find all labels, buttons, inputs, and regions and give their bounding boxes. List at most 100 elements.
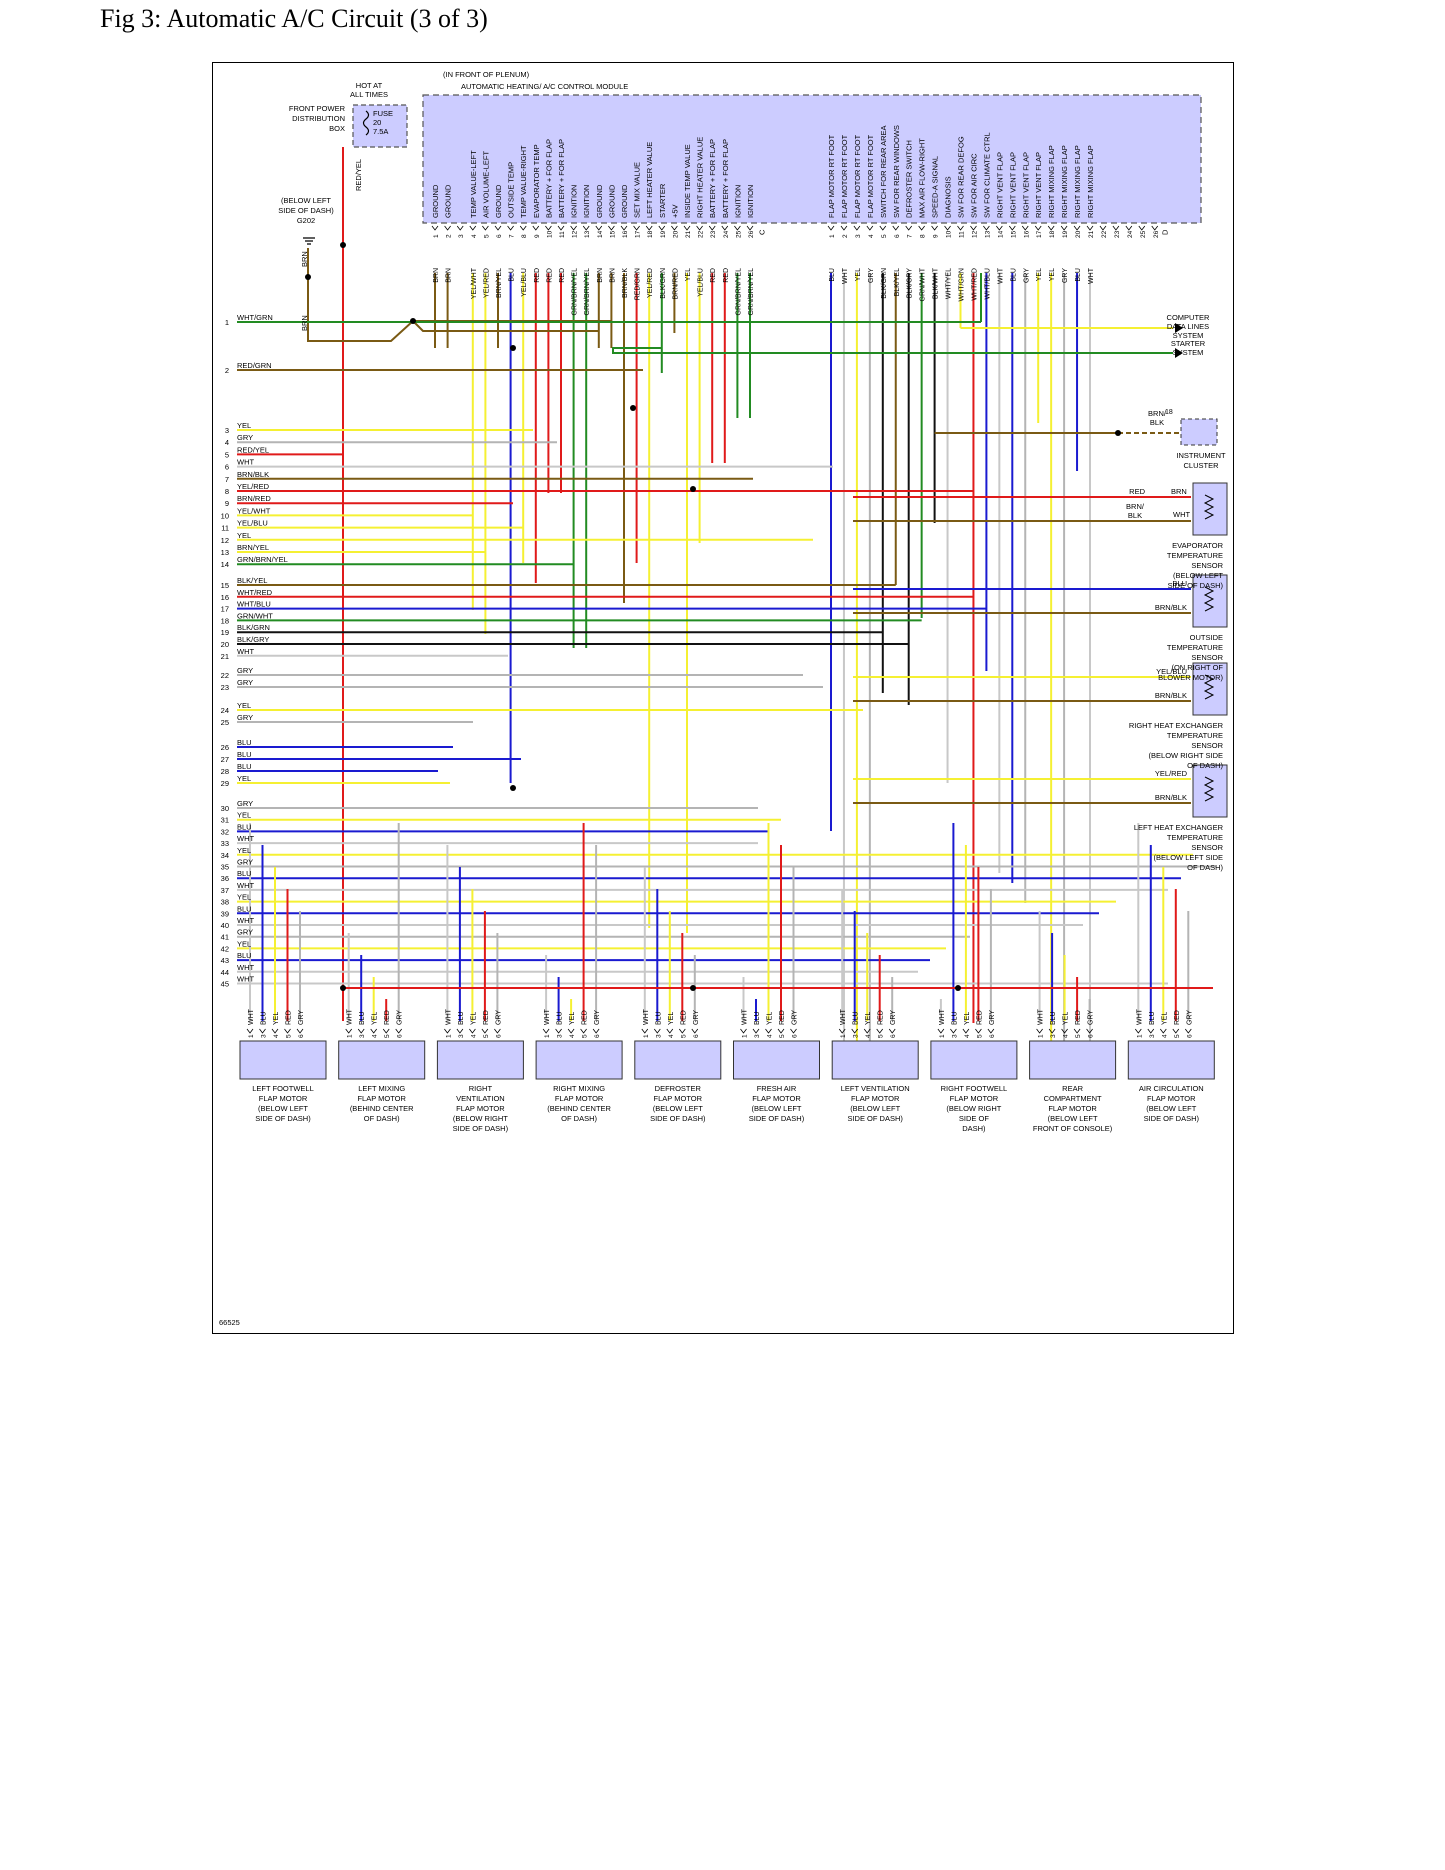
left-wire-color: GRY bbox=[237, 433, 253, 442]
pin-a-wire: BRN/BLK bbox=[622, 268, 629, 298]
ground-wire-bottom: BRN bbox=[300, 315, 309, 331]
flap-motor-box bbox=[436, 1040, 524, 1080]
pin-c-function: RIGHT MIXING FLAP bbox=[1073, 145, 1082, 218]
motor-pin-wire: WHT bbox=[840, 1008, 847, 1025]
flap-motor-box bbox=[634, 1040, 722, 1080]
pin-chevron bbox=[1086, 225, 1094, 231]
flap-motor-label: SIDE OF DASH) bbox=[453, 1124, 509, 1133]
pin-chevron bbox=[542, 1028, 550, 1034]
pin-chevron bbox=[1060, 225, 1068, 231]
left-wire-color: WHT/GRN bbox=[237, 313, 273, 322]
pin-a-number: 15 bbox=[609, 230, 616, 238]
pin-a-wire: RED bbox=[710, 268, 717, 283]
pin-c-number: 8 bbox=[920, 234, 927, 238]
pin-a-number: 5 bbox=[483, 234, 490, 238]
motor-pin-wire: WHT bbox=[1136, 1008, 1143, 1025]
pin-c-number: 26 bbox=[1153, 230, 1160, 238]
pin-a-function: RIGHT HEATER VALUE bbox=[696, 137, 705, 218]
pin-a-wire: YEL/RED bbox=[647, 268, 654, 298]
flap-motor-label: (BELOW LEFT bbox=[653, 1104, 703, 1113]
pin-a-wire: GRN/BRN/YEL bbox=[735, 268, 742, 316]
flap-motor-label: (BELOW LEFT bbox=[850, 1104, 900, 1113]
pin-a-number: 22 bbox=[698, 230, 705, 238]
pin-chevron bbox=[708, 225, 716, 231]
flap-motor-label: VENTILATION bbox=[456, 1094, 505, 1103]
pin-chevron bbox=[645, 225, 653, 231]
sensor-wire-bottom: BRN/BLK bbox=[1155, 793, 1187, 802]
flap-motor-label: (BELOW RIGHT bbox=[946, 1104, 1001, 1113]
motor-pin-wire: GRY bbox=[397, 1010, 404, 1025]
pin-chevron bbox=[840, 225, 848, 231]
sensor-label: SENSOR bbox=[1191, 741, 1223, 750]
pin-chevron bbox=[633, 225, 640, 231]
left-wire-color: YEL bbox=[237, 774, 251, 783]
pin-a-function: BATTERY + FOR FLAP bbox=[544, 139, 553, 218]
sensor-label: SENSOR bbox=[1191, 843, 1223, 852]
splice-dot bbox=[305, 274, 311, 280]
pin-chevron bbox=[752, 1028, 760, 1034]
pin-c-wire: WHT/YEL bbox=[946, 268, 953, 299]
computer-data-label: COMPUTER bbox=[1167, 313, 1211, 322]
motor-pin-number: 3 bbox=[951, 1034, 958, 1038]
pin-c-function: RIGHT VENT FLAP bbox=[1021, 152, 1030, 218]
pin-c-number: 3 bbox=[855, 234, 862, 238]
pin-a-number: 3 bbox=[458, 234, 465, 238]
sensor-wire-bottom-right: WHT bbox=[1173, 510, 1190, 519]
pin-a-number: 8 bbox=[521, 234, 528, 238]
pin-a-wire: YEL/BLU bbox=[698, 268, 705, 297]
pin-c-number: 10 bbox=[946, 230, 953, 238]
left-wire-number: 6 bbox=[225, 463, 229, 472]
motor-pin-wire: GRY bbox=[989, 1010, 996, 1025]
pin-chevron bbox=[555, 1028, 562, 1034]
motor-pin-wire: GRY bbox=[298, 1010, 305, 1025]
left-wire-color: YEL bbox=[237, 531, 251, 540]
left-wire-color: WHT bbox=[237, 881, 254, 890]
motor-pin-number: 3 bbox=[261, 1034, 268, 1038]
flap-motor-label: FRONT OF CONSOLE) bbox=[1033, 1124, 1113, 1133]
motor-pin-wire: RED bbox=[1174, 1010, 1181, 1025]
motor-pin-wire: YEL bbox=[470, 1012, 477, 1025]
pin-chevron bbox=[370, 1028, 378, 1034]
control-module-box bbox=[422, 94, 1202, 224]
pin-c-function: RIGHT MIXING FLAP bbox=[1060, 145, 1069, 218]
motor-pin-number: 5 bbox=[1075, 1034, 1082, 1038]
pin-a-function: BATTERY + FOR FLAP bbox=[721, 139, 730, 218]
left-wire-number: 23 bbox=[221, 683, 229, 692]
pin-a-wire: YEL/BLU bbox=[521, 268, 528, 297]
flap-motor-label: (BELOW RIGHT bbox=[453, 1114, 508, 1123]
ground-label: (BELOW LEFT bbox=[281, 196, 331, 205]
sensor-wire-top: YEL/RED bbox=[1155, 769, 1188, 778]
motor-pin-number: 5 bbox=[384, 1034, 391, 1038]
pin-a-function: STARTER bbox=[658, 183, 667, 218]
sensor-wire-bottom: BRN/ bbox=[1126, 502, 1145, 511]
pin-chevron bbox=[259, 1028, 266, 1034]
pin-a-wire: YEL/WHT bbox=[471, 267, 478, 299]
pin-chevron bbox=[357, 1028, 365, 1034]
flap-motor-label: FLAP MOTOR bbox=[555, 1094, 604, 1103]
flap-motor-label: FLAP MOTOR bbox=[950, 1094, 999, 1103]
pin-chevron bbox=[570, 225, 577, 231]
pin-chevron bbox=[545, 225, 552, 231]
pin-chevron bbox=[382, 1028, 390, 1034]
flap-motor-box bbox=[239, 1040, 327, 1080]
computer-data-label: SYSTEM bbox=[1173, 331, 1204, 340]
pin-chevron bbox=[838, 1028, 846, 1034]
motor-pin-wire: BLU bbox=[557, 1011, 564, 1025]
left-wire-number: 19 bbox=[221, 628, 229, 637]
left-wire-number: 34 bbox=[221, 851, 229, 860]
pin-chevron bbox=[683, 225, 691, 231]
pin-chevron bbox=[987, 1028, 995, 1034]
left-wire-number: 3 bbox=[225, 426, 229, 435]
flap-motor-label: FLAP MOTOR bbox=[357, 1094, 406, 1103]
pin-c-wire: BLK/YEL bbox=[894, 268, 901, 297]
pin-chevron bbox=[866, 225, 874, 231]
pin-chevron bbox=[469, 1028, 476, 1034]
left-wire-number: 45 bbox=[221, 980, 229, 989]
pin-chevron bbox=[482, 225, 489, 231]
pin-c-number: 4 bbox=[868, 234, 875, 238]
pin-chevron bbox=[721, 225, 729, 231]
ground-wire bbox=[307, 248, 414, 342]
flap-motor-label: (BELOW LEFT bbox=[751, 1104, 801, 1113]
pin-chevron bbox=[1138, 225, 1146, 231]
thermistor-symbol bbox=[1203, 674, 1215, 700]
